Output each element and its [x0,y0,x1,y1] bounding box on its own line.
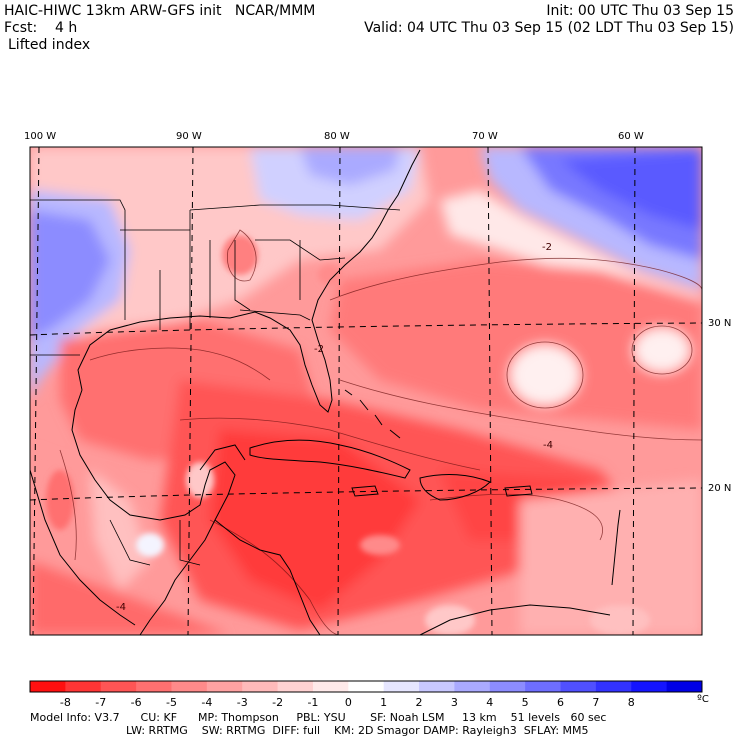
colorbar-label: -2 [272,696,284,709]
colorbar-label: -7 [95,696,107,709]
field-name: Lifted index [8,37,91,53]
state-borders [30,199,401,566]
colorbar-swatch [171,681,208,692]
colorbar-label: -6 [130,696,142,709]
map-frame [29,146,703,636]
colorbar-label: -5 [165,696,177,709]
colorbar-label: -1 [307,696,319,709]
colorbar-label: -4 [201,696,213,709]
colorbar-swatch [383,681,420,692]
lon-label: 60 W [618,131,644,142]
colorbar-swatch [348,681,385,692]
colorbar-label: 7 [592,696,600,709]
model-title: HAIC-HIWC 13km ARW-GFS init NCAR/MMM [4,3,316,19]
colorbar-swatch [560,681,597,692]
colorbar-swatch [595,681,632,692]
colorbar-swatch [631,681,668,692]
colorbar-label: 2 [415,696,423,709]
contour-label: -2 [542,242,552,253]
colorbar-swatch [489,681,526,692]
coastlines [30,149,621,635]
colorbar-label: 4 [486,696,494,709]
colorbar-label: -3 [236,696,248,709]
colorbar [29,680,703,693]
colorbar-swatch [30,681,66,692]
colorbar-label: 0 [344,696,352,709]
colorbar-label: -8 [59,696,71,709]
init-time: Init: 00 UTC Thu 03 Sep 15 [546,3,734,19]
colorbar-swatch [65,681,102,692]
colorbar-swatch [136,681,172,692]
li-contours [59,229,702,635]
colorbar-unit: ºC [697,694,709,705]
forecast-hour: Fcst: 4 h [4,20,78,36]
lon-label: 70 W [472,131,498,142]
contour-label: -4 [116,602,126,613]
colorbar-swatch [242,681,279,692]
colorbar-swatch [419,681,455,692]
colorbar-label: 8 [627,696,635,709]
model-info-line2: LW: RRTMG SW: RRTMG DIFF: full KM: 2D Sm… [126,724,589,737]
graticule [30,147,702,635]
contour-label: -4 [543,440,553,451]
colorbar-swatch [525,681,562,692]
colorbar-swatch [454,681,491,692]
colorbar-label: 5 [521,696,529,709]
lon-label: 80 W [324,131,350,142]
colorbar-swatch [312,681,349,692]
colorbar-label: 6 [557,696,565,709]
lat-label: 30 N [708,318,732,329]
lon-label: 90 W [176,131,202,142]
colorbar-label: 1 [380,696,388,709]
colorbar-frame [29,680,703,693]
lon-label: 100 W [24,131,57,142]
contour-label: -2 [314,344,324,355]
lat-label: 20 N [708,483,732,494]
valid-time: Valid: 04 UTC Thu 03 Sep 15 (02 LDT Thu … [364,20,734,36]
colorbar-swatch [277,681,314,692]
colorbar-swatch [100,681,137,692]
colorbar-swatch [666,681,703,692]
model-info-line1: Model Info: V3.7 CU: KF MP: Thompson PBL… [30,711,607,724]
colorbar-label: 3 [450,696,458,709]
colorbar-swatch [206,681,243,692]
